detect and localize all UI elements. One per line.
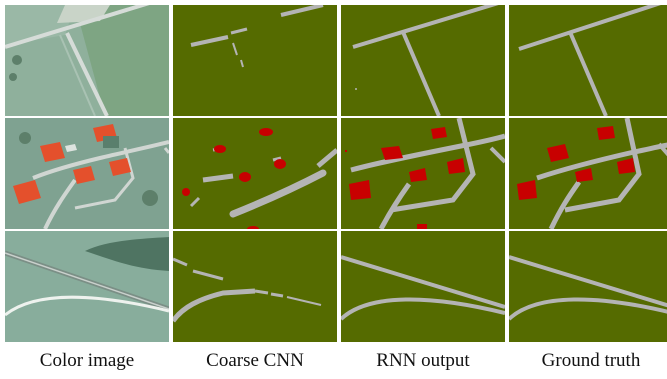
row3-rnn-output — [341, 231, 505, 342]
row2-rnn-output — [341, 118, 505, 229]
row3-coarse-cnn — [173, 231, 337, 342]
row1-ground-truth — [509, 5, 667, 116]
row2-coarse-cnn — [173, 118, 337, 229]
caption-ground-truth: Ground truth — [541, 350, 641, 371]
row2-color-image — [5, 118, 169, 229]
row1-coarse-cnn — [173, 5, 337, 116]
row1-color-image — [5, 5, 169, 116]
row3-color-image — [5, 231, 169, 342]
caption-rnn-output: RNN output — [376, 350, 470, 371]
row1-rnn-output — [341, 5, 505, 116]
caption-color-image: Color image — [39, 350, 135, 371]
figure-grid — [5, 5, 667, 342]
row2-ground-truth — [509, 118, 667, 229]
row3-ground-truth — [509, 231, 667, 342]
caption-coarse-cnn: Coarse CNN — [206, 350, 304, 371]
